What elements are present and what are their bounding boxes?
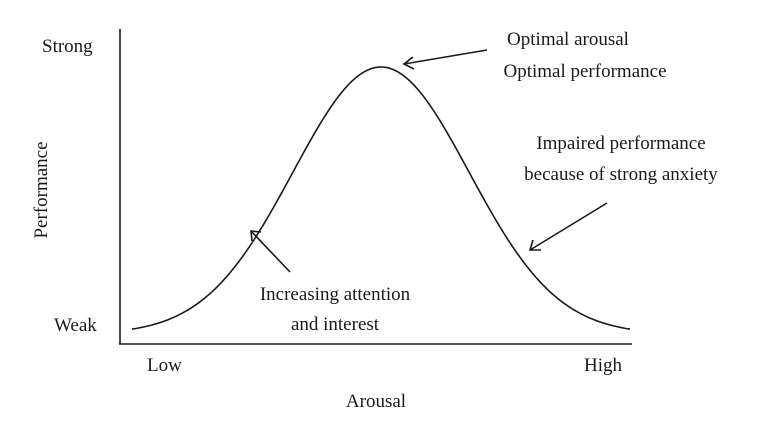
y-axis-title: Performance (31, 141, 52, 238)
annotation-text: Increasing attention (260, 284, 411, 305)
y-axis-bottom-label: Weak (54, 315, 97, 336)
annotation-optimal: Optimal arousal Optimal performance (402, 29, 667, 82)
annotation-text: because of strong anxiety (524, 164, 718, 185)
arrow-line (403, 49, 488, 65)
arrow-line (250, 230, 291, 273)
arrowhead-icon (250, 230, 262, 242)
y-axis-top-label: Strong (42, 36, 93, 57)
annotation-text: and interest (291, 314, 380, 335)
x-axis-right-label: High (584, 355, 623, 376)
annotation-text: Optimal performance (503, 61, 666, 82)
x-axis-left-label: Low (147, 355, 182, 376)
annotation-impaired: Impaired performance because of strong a… (524, 133, 718, 251)
performance-curve (131, 66, 631, 330)
arrowhead-icon (528, 239, 541, 251)
annotation-text: Optimal arousal (507, 29, 629, 50)
x-axis-title: Arousal (346, 391, 406, 412)
annotation-increasing: Increasing attention and interest (250, 230, 411, 335)
annotation-text: Impaired performance (536, 133, 705, 154)
arrow-line (529, 202, 608, 251)
arrowhead-icon (402, 56, 415, 70)
